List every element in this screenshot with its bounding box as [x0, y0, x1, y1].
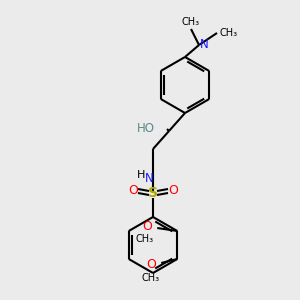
Text: CH₃: CH₃: [141, 273, 159, 283]
Text: CH₃: CH₃: [220, 28, 238, 38]
Text: O: O: [168, 184, 178, 197]
Text: CH₃: CH₃: [182, 17, 200, 27]
Text: N: N: [145, 172, 153, 185]
Text: O: O: [142, 220, 152, 233]
Text: HO: HO: [137, 122, 155, 136]
Text: H: H: [137, 170, 145, 180]
Text: N: N: [200, 38, 209, 52]
Text: O: O: [128, 184, 138, 197]
Text: O: O: [146, 259, 156, 272]
Text: S: S: [148, 186, 158, 200]
Text: CH₃: CH₃: [135, 234, 153, 244]
